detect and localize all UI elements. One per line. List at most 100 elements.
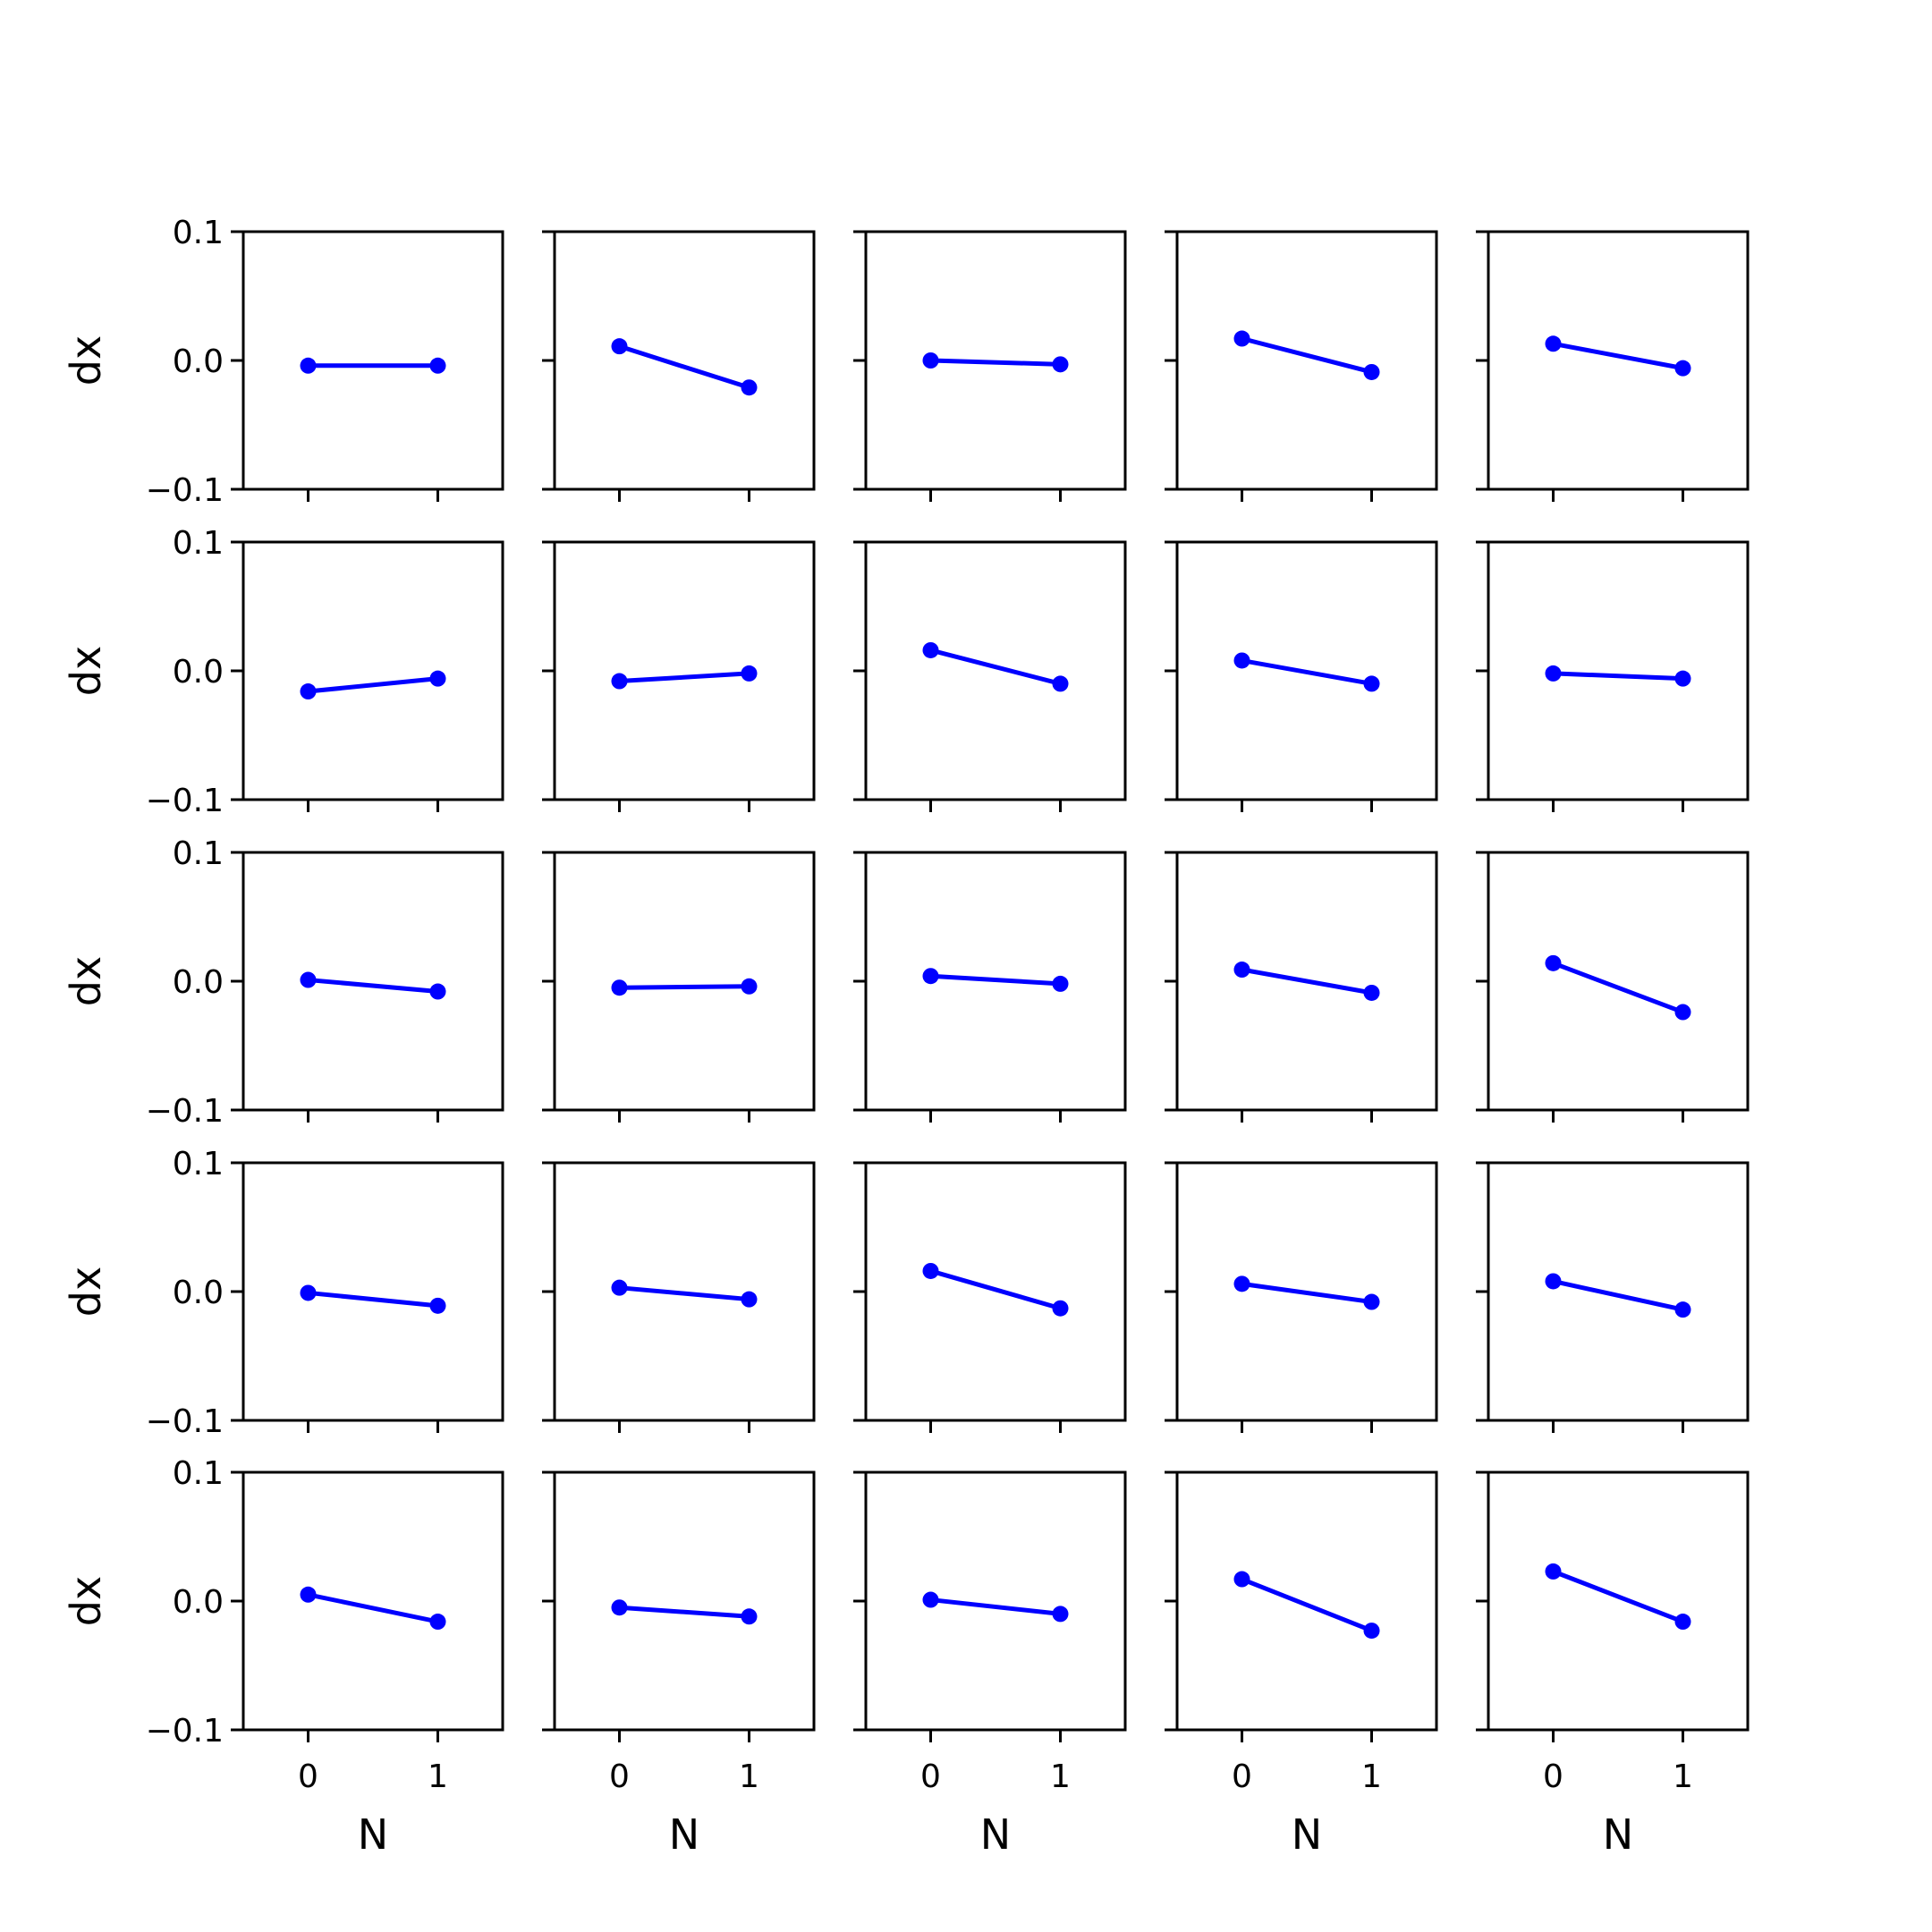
x-axis-label: N — [1292, 1810, 1322, 1859]
data-point — [300, 1284, 317, 1301]
y-tick-label: 0.0 — [173, 343, 224, 380]
y-tick-label: 0.0 — [173, 1275, 224, 1311]
y-tick-label: −0.1 — [146, 1713, 224, 1750]
data-point — [1233, 1275, 1250, 1292]
y-tick-label: 0.0 — [173, 654, 224, 691]
data-point — [429, 357, 446, 374]
subplot-r1-c4 — [1165, 230, 1438, 502]
subplot-r5-c4: 0 1 N — [1165, 1470, 1438, 1859]
y-axis-label: dx — [62, 646, 110, 696]
data-point — [1233, 962, 1250, 979]
subplot-r5-c3: 0 1 N — [853, 1470, 1127, 1859]
data-point — [922, 968, 939, 985]
series-line — [617, 671, 751, 684]
series-line — [306, 978, 440, 995]
data-point — [1052, 356, 1069, 373]
data-point — [1363, 1293, 1380, 1310]
subplot-r3-c4 — [1165, 851, 1438, 1123]
data-point — [1674, 670, 1691, 687]
series-line — [928, 1268, 1063, 1311]
x-tick-label: 1 — [1050, 1758, 1071, 1795]
series-line — [1240, 657, 1374, 686]
data-point — [1674, 360, 1691, 377]
series-line — [617, 1285, 751, 1302]
y-axis-label: dx — [62, 1576, 110, 1626]
series-line — [617, 1605, 751, 1619]
x-tick-label: 0 — [920, 1758, 941, 1795]
data-point — [611, 1279, 628, 1296]
x-axis-label: N — [669, 1810, 699, 1859]
y-tick-label: 0.1 — [173, 1146, 224, 1182]
data-point — [1233, 1571, 1250, 1588]
data-point — [922, 1591, 939, 1608]
x-axis-label: N — [358, 1810, 388, 1859]
x-tick-label: 1 — [739, 1758, 759, 1795]
data-point — [1545, 954, 1562, 971]
data-point — [429, 1297, 446, 1314]
data-point — [1052, 975, 1069, 992]
data-point — [1674, 1301, 1691, 1318]
subplot-r2-c4 — [1165, 540, 1438, 812]
subplot-r3-c3 — [853, 851, 1127, 1123]
series-line — [1240, 336, 1374, 375]
subplot-r5-c2: 0 1 N — [542, 1470, 816, 1859]
subplot-r1-c2 — [542, 230, 816, 502]
data-point — [1233, 330, 1250, 347]
series-line — [306, 676, 440, 694]
data-point — [611, 338, 628, 355]
subplot-r4-c2 — [542, 1161, 816, 1433]
data-point — [300, 1586, 317, 1603]
data-point — [1674, 1614, 1691, 1631]
subplot-r1-c3 — [853, 230, 1127, 502]
y-tick-label: −0.1 — [146, 1093, 224, 1130]
data-point — [611, 1599, 628, 1616]
subplot-r2-c2 — [542, 540, 816, 812]
data-point — [429, 983, 446, 1000]
x-tick-label: 0 — [1232, 1758, 1252, 1795]
data-point — [1052, 675, 1069, 692]
data-point — [300, 971, 317, 988]
data-point — [1545, 335, 1562, 352]
x-tick-label: 1 — [1361, 1758, 1382, 1795]
subplot-grid: −0.10.00.1dx−0.10.00.1dx−0.10.00.1dx−0.1… — [62, 215, 1750, 1859]
data-point — [1052, 1300, 1069, 1317]
data-point — [741, 1608, 758, 1625]
series-line — [1551, 1278, 1685, 1312]
subplot-r3-c1: −0.1 0.0 0.1 dx — [62, 835, 504, 1130]
series-line — [1551, 1569, 1685, 1624]
data-point — [922, 352, 939, 369]
series-line — [617, 343, 751, 390]
y-tick-label: 0.1 — [173, 1455, 224, 1492]
subplot-r2-c1: −0.1 0.0 0.1 dx — [62, 525, 504, 819]
subplot-r1-c1: −0.1 0.0 0.1 dx — [62, 215, 504, 509]
series-line — [1551, 961, 1685, 1015]
data-point — [922, 641, 939, 658]
subplot-r1-c5 — [1476, 230, 1750, 502]
data-point — [1363, 363, 1380, 380]
subplot-r4-c1: −0.1 0.0 0.1 dx — [62, 1146, 504, 1440]
data-point — [1052, 1606, 1069, 1623]
subplot-r2-c3 — [853, 540, 1127, 812]
subplot-r5-c5: 0 1 N — [1476, 1470, 1750, 1859]
y-tick-label: 0.1 — [173, 835, 224, 872]
series-line — [306, 1290, 440, 1309]
subplot-r3-c2 — [542, 851, 816, 1123]
x-axis-label: N — [980, 1810, 1011, 1859]
data-point — [429, 670, 446, 687]
data-point — [741, 665, 758, 682]
data-point — [1363, 1623, 1380, 1640]
series-line — [1240, 967, 1374, 996]
series-line — [1240, 1281, 1374, 1305]
x-tick-label: 1 — [428, 1758, 448, 1795]
series-line — [1240, 1577, 1374, 1633]
data-point — [1674, 1004, 1691, 1021]
y-tick-label: −0.1 — [146, 783, 224, 819]
data-point — [1363, 675, 1380, 692]
data-point — [741, 1291, 758, 1308]
series-line — [928, 1597, 1063, 1616]
data-point — [300, 683, 317, 700]
data-point — [1233, 652, 1250, 669]
data-point — [1545, 1563, 1562, 1580]
